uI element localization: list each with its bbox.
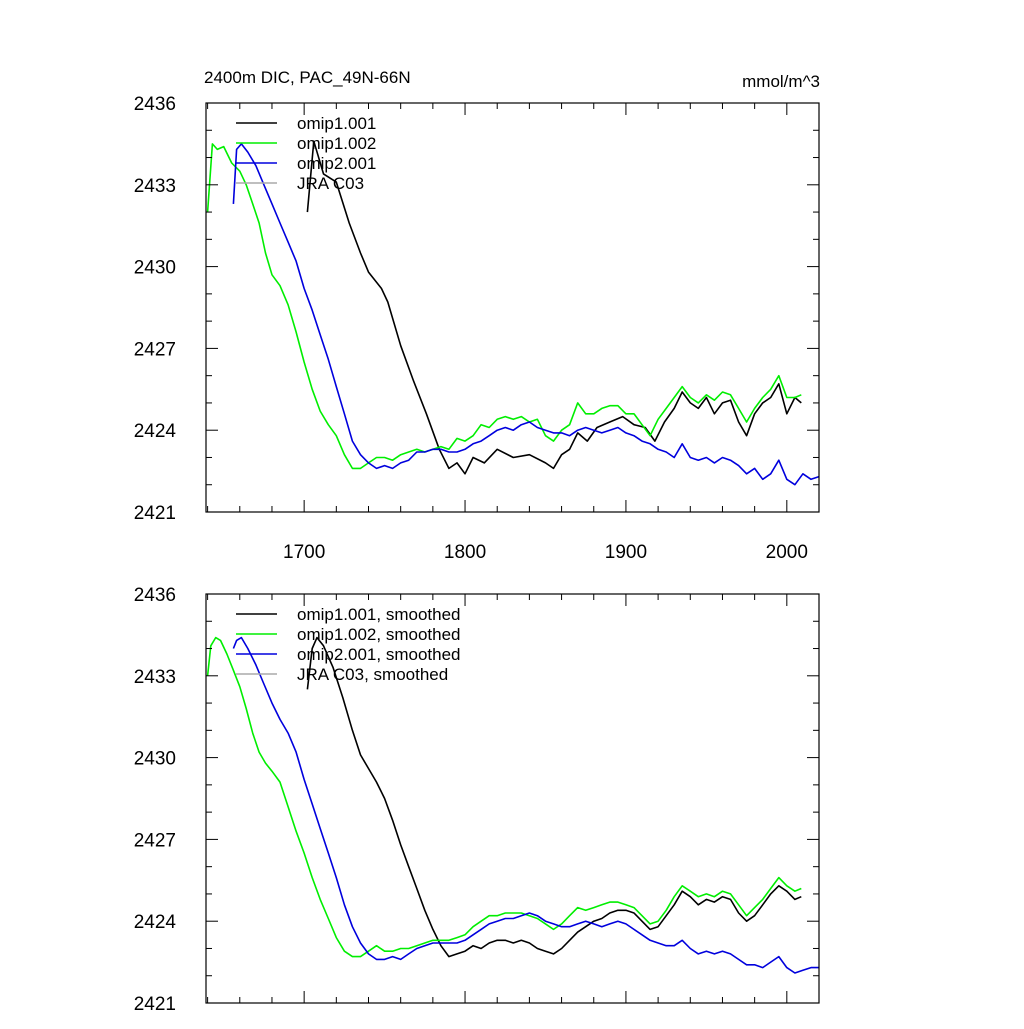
bottom-ytick-label: 2430 [134,749,176,770]
bottom-ytick-label: 2424 [134,912,177,933]
top-line-omip1-001 [306,140,802,475]
top-panel: 2421 2424 2427 2430 2433 2436 1700 1800 1900 2000… [134,94,820,563]
top-ytick-label: 2433 [134,176,176,197]
top-xtick-label: 1800 [444,542,486,563]
bottom-panel: 2421 2424 2427 2430 2433 2436 omip1.001, smoo… [134,585,820,1015]
top-xtick-label: 1900 [605,542,647,563]
units-label: mmol/m^3 [742,72,820,91]
top-ytick-label: 2427 [134,339,176,360]
top-line-omip1-002 [206,143,802,470]
bottom-series-group [206,636,819,974]
legend-label-omip1-001: omip1.001, smoothed [297,605,461,624]
bottom-ytick-label: 2436 [134,585,176,606]
top-ytick-label: 2424 [134,421,177,442]
bottom-ytick-label: 2427 [134,830,176,851]
top-series-group [206,140,820,486]
bottom-line-omip2-001 [232,636,819,974]
bottom-line-omip1-001 [306,636,802,958]
legend-label-omip1-002: omip1.002, smoothed [297,625,461,644]
top-xtick-label: 2000 [766,542,808,563]
top-ytick-label: 2421 [134,503,176,524]
bottom-line-omip1-002 [206,636,802,958]
legend-label-omip2-001: omip2.001, smoothed [297,645,461,664]
top-ytick-label: 2436 [134,94,176,115]
legend-label-omip1-002: omip1.002 [297,134,376,153]
bottom-ytick-label: 2433 [134,667,176,688]
bottom-ytick-label: 2421 [134,994,176,1015]
bottom-plot-frame [205,593,820,1004]
top-ytick-label: 2430 [134,258,176,279]
legend-label-omip1-001: omip1.001 [297,114,376,133]
legend-label-omip2-001: omip2.001 [297,154,376,173]
chart-title: 2400m DIC, PAC_49N-66N [204,68,411,87]
top-xtick-label: 1700 [283,542,325,563]
legend-label-jra: JRA C03, smoothed [297,665,448,684]
bottom-ticks-group: 2421 2424 2427 2430 2433 2436 [134,585,820,1015]
legend-label-jra: JRA C03 [297,174,364,193]
top-plot-frame [205,102,820,513]
top-line-omip2-001 [232,143,820,486]
